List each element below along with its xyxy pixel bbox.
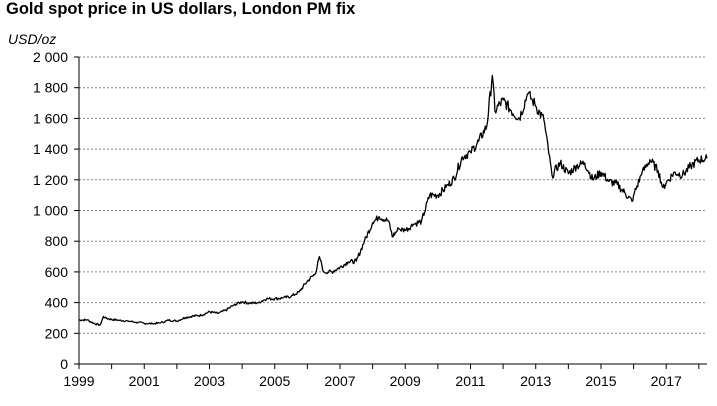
y-tick-label: 600 — [45, 264, 69, 280]
y-tick-label: 1 000 — [33, 203, 68, 219]
y-axis: 0 200 400 600 800 1 000 1 200 1 400 1 600 1 800 2 … — [33, 49, 79, 372]
y-tick-label: 1 400 — [33, 141, 68, 157]
y-tick-label: 1 600 — [33, 110, 68, 126]
x-tick-label: 2007 — [324, 373, 355, 389]
y-axis-unit-label: USD/oz — [8, 31, 57, 47]
y-tick-label: 800 — [45, 233, 69, 249]
x-tick-label: 2009 — [390, 373, 421, 389]
x-tick-label: 2017 — [651, 373, 682, 389]
plot-area — [78, 74, 708, 326]
gold-price-line — [78, 74, 708, 326]
y-tick-label: 1 200 — [33, 172, 68, 188]
x-tick-label: 2015 — [585, 373, 616, 389]
chart-title: Gold spot price in US dollars, London PM… — [6, 0, 356, 18]
x-axis: 1999 2001 2003 2005 2007 2009 2011 2013 2015 2017 — [63, 364, 700, 389]
x-tick-label: 2013 — [520, 373, 551, 389]
gridlines — [79, 56, 707, 334]
x-tick-label: 2011 — [455, 373, 485, 389]
y-tick-label: 2 000 — [33, 49, 68, 65]
y-tick-label: 1 800 — [33, 80, 68, 96]
y-tick-label: 400 — [45, 295, 69, 311]
x-tick-label: 2003 — [194, 373, 225, 389]
x-tick-label: 1999 — [63, 373, 94, 389]
y-tick-label: 200 — [45, 325, 69, 341]
x-tick-label: 2005 — [259, 373, 290, 389]
y-tick-label: 0 — [60, 356, 68, 372]
x-tick-label: 2001 — [129, 373, 160, 389]
